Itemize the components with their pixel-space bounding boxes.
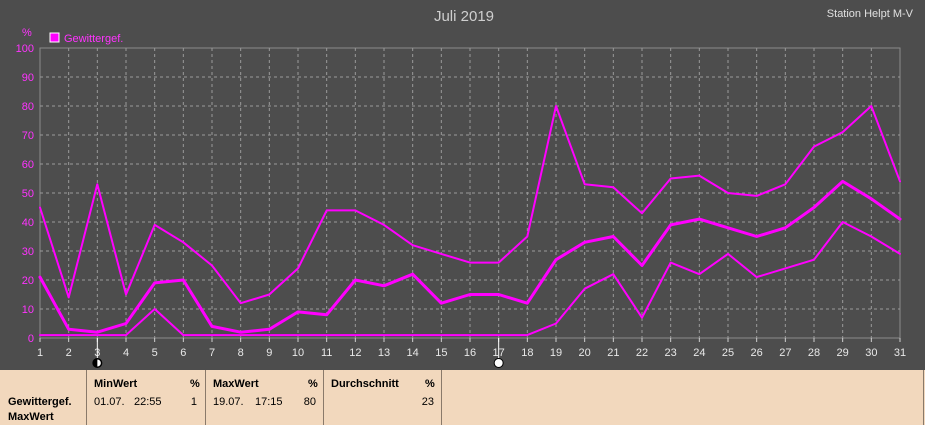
min-value: 1 (190, 396, 197, 408)
x-tick-label: 5 (152, 347, 158, 359)
x-tick-label: 2 (66, 347, 72, 359)
min-unit: % (190, 378, 200, 390)
min-date: 01.07. (94, 396, 125, 408)
x-tick-label: 9 (266, 347, 272, 359)
chart-title: Juli 2019 (434, 8, 494, 25)
series-layer (38, 105, 902, 337)
x-tick-label: 15 (435, 347, 447, 359)
axis-layer: 0102030405060708090100123456789101112131… (16, 43, 906, 359)
max-header: MaxWert (213, 378, 259, 390)
full-moon-icon (493, 358, 504, 368)
x-tick-label: 22 (636, 347, 648, 359)
stats-min-box: MinWert % 01.07. 22:55 1 (87, 370, 206, 425)
y-axis-unit: % (22, 27, 32, 39)
x-tick-label: 25 (722, 347, 734, 359)
x-tick-label: 27 (779, 347, 791, 359)
x-tick-label: 1 (37, 347, 43, 359)
max-unit: % (308, 378, 318, 390)
stats-divider (86, 370, 87, 425)
y-tick-label: 40 (22, 217, 34, 229)
y-tick-label: 50 (22, 188, 34, 200)
stats-max-box: MaxWert % 19.07. 17:15 80 (206, 370, 324, 425)
y-tick-label: 60 (22, 159, 34, 171)
chart-area: Juli 2019 Station Helpt M-V % Gewitterge… (15, 8, 914, 368)
x-tick-label: 26 (751, 347, 763, 359)
x-tick-label: 12 (349, 347, 361, 359)
avg-unit: % (425, 378, 435, 390)
x-tick-label: 6 (180, 347, 186, 359)
max-time: 17:15 (255, 396, 283, 408)
x-tick-label: 29 (837, 347, 849, 359)
y-tick-label: 90 (22, 72, 34, 84)
stats-avg-box: Durchschnitt % 23 (324, 370, 442, 425)
max-date: 19.07. (213, 396, 244, 408)
x-tick-label: 21 (607, 347, 619, 359)
x-tick-label: 16 (464, 347, 476, 359)
x-tick-label: 4 (123, 347, 129, 359)
stats-panel: Gewittergef. MaxWert MinWert % 01.07. 22… (0, 370, 925, 425)
stats-row-label-parameter: Gewittergef. (8, 396, 72, 408)
min-time: 22:55 (134, 396, 162, 408)
x-tick-label: 23 (665, 347, 677, 359)
y-tick-label: 10 (22, 304, 34, 316)
series-line-max (39, 105, 901, 305)
stats-right-edge (923, 370, 924, 425)
y-tick-label: 70 (22, 130, 34, 142)
x-tick-label: 10 (292, 347, 304, 359)
x-tick-label: 7 (209, 347, 215, 359)
line-chart: Juli 2019 Station Helpt M-V % Gewitterge… (16, 8, 914, 368)
series-line-min (39, 221, 901, 337)
x-tick-label: 11 (321, 347, 332, 359)
y-tick-label: 30 (22, 246, 34, 258)
x-tick-label: 8 (238, 347, 244, 359)
x-tick-label: 20 (579, 347, 591, 359)
avg-value: 23 (421, 396, 434, 408)
min-header: MinWert (94, 378, 138, 390)
x-tick-label: 30 (865, 347, 877, 359)
y-tick-label: 0 (28, 333, 34, 345)
x-tick-label: 28 (808, 347, 820, 359)
x-tick-label: 19 (550, 347, 562, 359)
legend-label: Gewittergef. (64, 33, 123, 45)
y-tick-label: 20 (22, 275, 34, 287)
grid-layer (40, 48, 900, 338)
moon-phase-markers (92, 338, 504, 368)
stats-row-label-type: MaxWert (8, 411, 54, 423)
x-tick-label: 14 (407, 347, 419, 359)
y-tick-label: 100 (16, 43, 34, 55)
x-tick-label: 13 (378, 347, 390, 359)
x-tick-label: 18 (521, 347, 533, 359)
x-tick-label: 31 (894, 347, 906, 359)
station-name: Station Helpt M-V (827, 8, 914, 20)
y-tick-label: 80 (22, 101, 34, 113)
legend-swatch (49, 32, 60, 43)
avg-header: Durchschnitt (331, 378, 399, 390)
series-line-mean (38, 179, 902, 334)
max-value: 80 (303, 396, 316, 408)
x-tick-label: 24 (693, 347, 705, 359)
half-moon-icon-lit (97, 359, 101, 367)
